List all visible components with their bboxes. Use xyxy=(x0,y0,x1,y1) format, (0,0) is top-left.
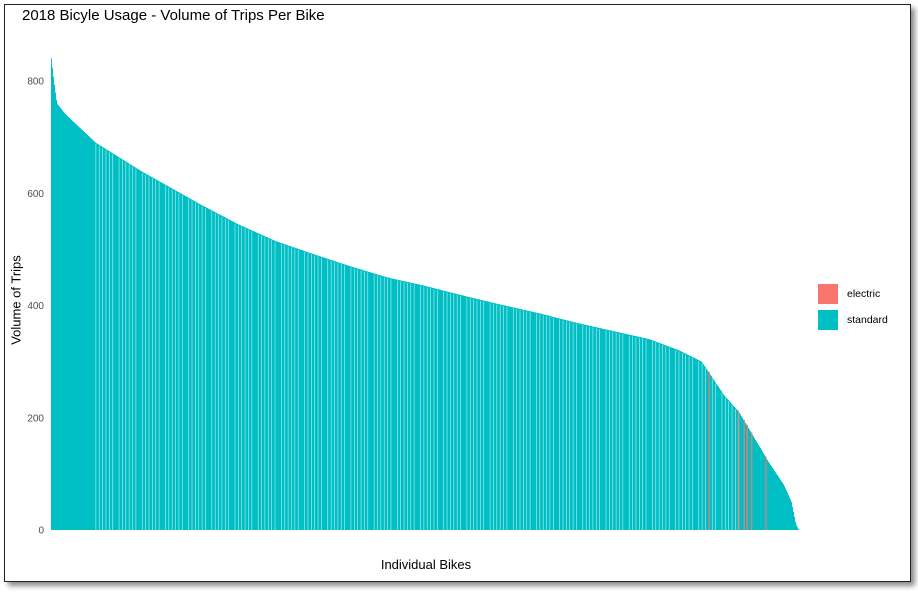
legend-label-standard: standard xyxy=(847,314,888,326)
y-tick-label: 800 xyxy=(27,77,44,88)
y-tick-label: 600 xyxy=(27,189,44,200)
legend-swatch-electric xyxy=(818,284,838,304)
y-tick-label: 0 xyxy=(38,526,44,537)
chart-title: 2018 Bicyle Usage - Volume of Trips Per … xyxy=(22,7,325,24)
x-axis-label: Individual Bikes xyxy=(380,557,472,572)
legend-item-electric: electric xyxy=(818,281,888,307)
electric-bar xyxy=(708,371,710,530)
legend-item-standard: standard xyxy=(818,307,888,333)
legend-label-electric: electric xyxy=(847,288,881,300)
legend-swatch-standard xyxy=(818,310,838,330)
electric-bar xyxy=(765,456,767,530)
electric-bar xyxy=(743,419,745,530)
electric-bar xyxy=(746,424,748,530)
y-axis-ticks: 0 200 400 600 800 xyxy=(27,77,44,537)
standard-bars xyxy=(51,58,799,530)
legend: electric standard xyxy=(818,281,888,333)
y-tick-label: 200 xyxy=(27,413,44,424)
electric-bar xyxy=(751,432,753,530)
electric-bar xyxy=(737,410,739,530)
y-tick-label: 400 xyxy=(27,301,44,312)
bar-series xyxy=(51,58,799,530)
